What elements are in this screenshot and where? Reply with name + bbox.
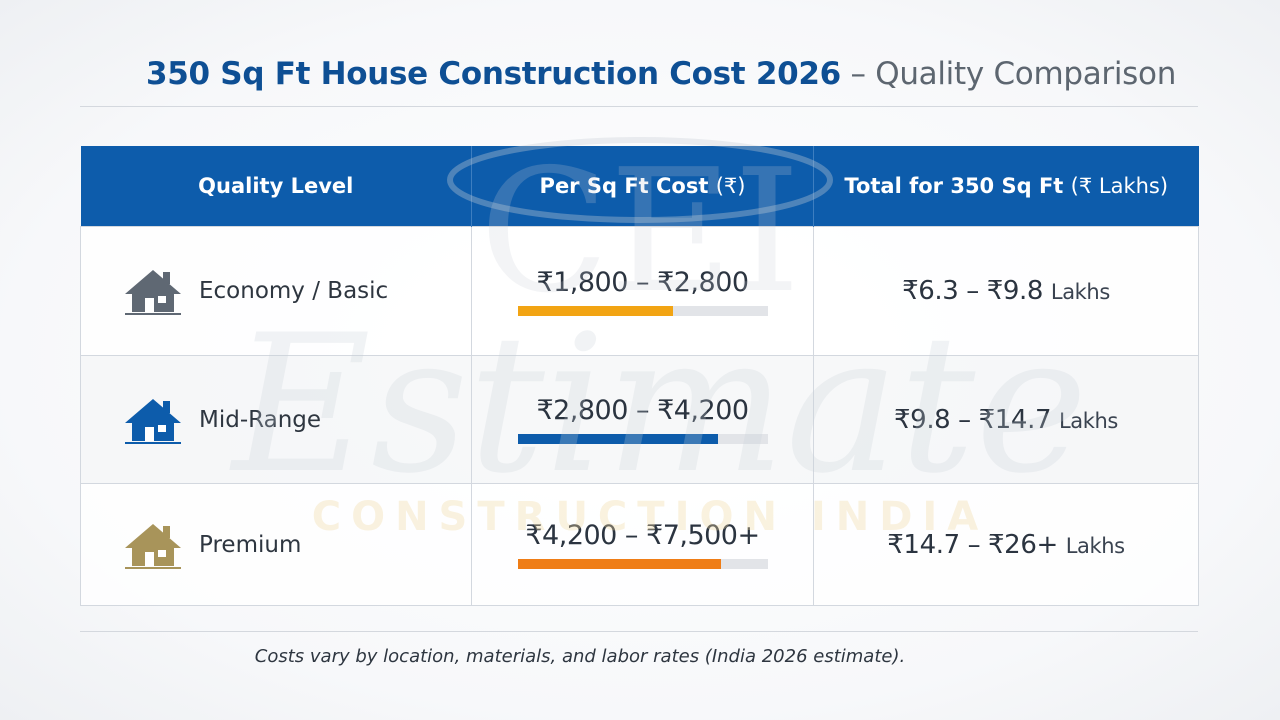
table-row: Premium ₹4,200 – ₹7,500+ ₹14.7 – ₹26+ Lakh…: [80, 483, 1199, 606]
page-title-separator: –: [840, 56, 876, 92]
title-divider: [80, 106, 1198, 107]
per-sqft-cost-range: ₹1,800 – ₹2,800: [536, 266, 749, 298]
per-sqft-cost-range: ₹2,800 – ₹4,200: [536, 395, 749, 426]
house-icon: [125, 270, 181, 315]
quality-level-label: Economy / Basic: [199, 278, 389, 304]
cost-table: Quality Level Per Sq Ft Cost (₹) Total f…: [80, 146, 1199, 606]
total-cost-range: ₹9.8 – ₹14.7: [894, 404, 1052, 435]
cost-bar-fill: [517, 434, 718, 444]
total-cost-range: ₹14.7 – ₹26+: [887, 529, 1058, 560]
quality-level-cell: Mid-Range: [80, 355, 472, 484]
total-cost-range: ₹6.3 – ₹9.8: [902, 276, 1044, 306]
cost-bar-fill: [517, 559, 721, 569]
header-quality-level: Quality Level: [80, 146, 472, 227]
table-header-row: Quality Level Per Sq Ft Cost (₹) Total f…: [80, 146, 1199, 227]
quality-level-label: Premium: [199, 531, 302, 558]
per-sqft-cost-cell: ₹4,200 – ₹7,500+: [471, 483, 814, 606]
cost-bar-track: [517, 305, 768, 316]
house-icon: [125, 523, 181, 569]
cost-bar-fill: [517, 305, 673, 316]
per-sqft-cost-cell: ₹2,800 – ₹4,200: [471, 355, 814, 484]
header-total-cost: Total for 350 Sq Ft (₹ Lakhs): [813, 146, 1199, 227]
per-sqft-cost-range: ₹4,200 – ₹7,500+: [525, 520, 760, 551]
per-sqft-cost-cell: ₹1,800 – ₹2,800: [471, 226, 814, 356]
total-cost-unit: Lakhs: [1058, 408, 1118, 433]
table-row: Mid-Range ₹2,800 – ₹4,200 ₹9.8 – ₹14.7 Lak…: [80, 355, 1199, 484]
quality-level-label: Mid-Range: [199, 406, 322, 433]
total-cost-cell: ₹14.7 – ₹26+ Lakhs: [813, 483, 1199, 606]
header-per-sqft-cost: Per Sq Ft Cost (₹): [471, 146, 814, 227]
total-cost-unit: Lakhs: [1050, 280, 1110, 304]
total-cost-cell: ₹6.3 – ₹9.8 Lakhs: [813, 226, 1199, 356]
total-cost-unit: Lakhs: [1065, 533, 1125, 558]
cost-bar-track: [517, 434, 768, 444]
page-title-sub: Quality Comparison: [875, 56, 1177, 92]
quality-level-cell: Economy / Basic: [80, 226, 472, 356]
footer-divider: [80, 631, 1198, 632]
house-icon: [125, 398, 181, 444]
quality-level-cell: Premium: [80, 483, 472, 606]
page-title: 350 Sq Ft House Construction Cost 2026 –…: [146, 56, 1176, 92]
header-per-sqft-unit: (₹): [715, 174, 746, 198]
footnote: Costs vary by location, materials, and l…: [254, 646, 906, 667]
cost-bar-track: [517, 559, 768, 569]
header-total-unit: (₹ Lakhs): [1070, 174, 1169, 198]
page-title-main: 350 Sq Ft House Construction Cost 2026: [146, 56, 841, 92]
total-cost-cell: ₹9.8 – ₹14.7 Lakhs: [813, 355, 1199, 484]
table-row: Economy / Basic ₹1,800 – ₹2,800 ₹6.3 – ₹9.…: [80, 226, 1199, 356]
